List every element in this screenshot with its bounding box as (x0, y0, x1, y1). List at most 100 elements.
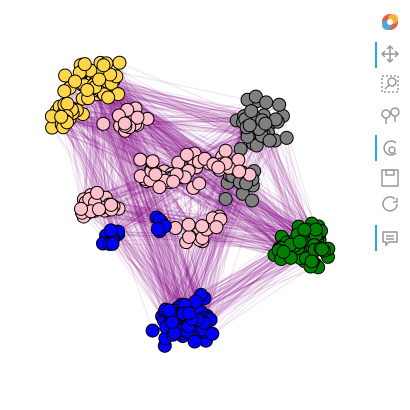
edge (100, 206, 197, 302)
node (232, 164, 247, 179)
edge (82, 64, 193, 320)
edge (125, 125, 286, 251)
edge (144, 178, 296, 241)
node (262, 133, 277, 148)
edge (79, 76, 184, 313)
hover-tool[interactable] (382, 231, 398, 247)
edge (76, 110, 193, 320)
node (74, 201, 89, 216)
active-indicator (375, 225, 377, 251)
edge (98, 89, 107, 198)
edge (98, 88, 160, 232)
edge (247, 136, 314, 235)
node (57, 84, 72, 99)
node (181, 217, 196, 232)
edge (100, 72, 254, 145)
edge (69, 118, 176, 229)
edge (61, 114, 208, 323)
edge (69, 118, 175, 312)
edge (90, 210, 275, 256)
edge (91, 77, 167, 310)
edge (98, 88, 166, 227)
wheel-zoom-scroll-tool[interactable] (383, 140, 397, 156)
edge (137, 124, 288, 243)
edge (125, 115, 296, 241)
edge (100, 62, 181, 329)
edge (82, 98, 146, 180)
node (297, 222, 312, 237)
edge (71, 109, 262, 136)
node (96, 116, 111, 131)
edge (90, 70, 176, 334)
edge (111, 83, 113, 244)
edge (113, 206, 188, 319)
save-tool[interactable] (381, 169, 399, 187)
edge (92, 90, 189, 332)
pan-tool[interactable] (380, 44, 400, 64)
edge (66, 103, 175, 333)
edge (124, 123, 298, 253)
edge (171, 162, 179, 323)
edge (240, 148, 313, 225)
edge (188, 118, 246, 238)
edge (156, 174, 179, 308)
edge (61, 124, 173, 323)
edge (110, 123, 128, 237)
edge (137, 124, 302, 259)
node (145, 154, 160, 169)
edge (63, 112, 172, 320)
node (68, 74, 83, 89)
edge (61, 113, 249, 118)
edge (71, 110, 262, 136)
node (92, 72, 107, 87)
edge (144, 178, 296, 241)
bokeh-logo[interactable] (382, 14, 398, 30)
wheel-zoom-tool[interactable] (381, 107, 400, 124)
edge (107, 91, 249, 137)
edge (117, 167, 230, 235)
edge (93, 84, 197, 326)
edge (65, 117, 114, 241)
node (315, 242, 330, 257)
edge (72, 108, 205, 299)
edge (72, 112, 179, 308)
node (205, 326, 220, 341)
edge (71, 110, 185, 317)
edge (88, 69, 173, 323)
reset-tool[interactable] (382, 196, 398, 212)
node (304, 254, 319, 269)
edge (96, 110, 252, 194)
edge (66, 103, 160, 232)
node (104, 197, 119, 212)
edge (119, 62, 247, 118)
edge (96, 75, 196, 342)
node (192, 176, 207, 191)
node (103, 223, 118, 238)
box-zoom-tool[interactable] (381, 75, 399, 93)
edge (88, 198, 190, 314)
edge (101, 67, 319, 227)
edge (117, 233, 165, 321)
edge (69, 118, 190, 238)
node (242, 118, 257, 133)
node (218, 191, 233, 206)
edge (105, 183, 242, 236)
node (272, 97, 287, 112)
node (276, 244, 291, 259)
edge (125, 125, 315, 246)
node (187, 334, 202, 349)
edge (161, 177, 190, 314)
edge (113, 130, 126, 207)
edge (64, 120, 244, 123)
edge (206, 257, 301, 318)
edge (178, 172, 243, 308)
edge (71, 110, 90, 200)
edge (135, 107, 252, 112)
edge (140, 175, 194, 320)
edge (111, 169, 237, 234)
edge (89, 198, 302, 235)
edge (65, 117, 107, 198)
nodes (44, 55, 336, 353)
node (181, 306, 196, 321)
node (101, 90, 116, 105)
